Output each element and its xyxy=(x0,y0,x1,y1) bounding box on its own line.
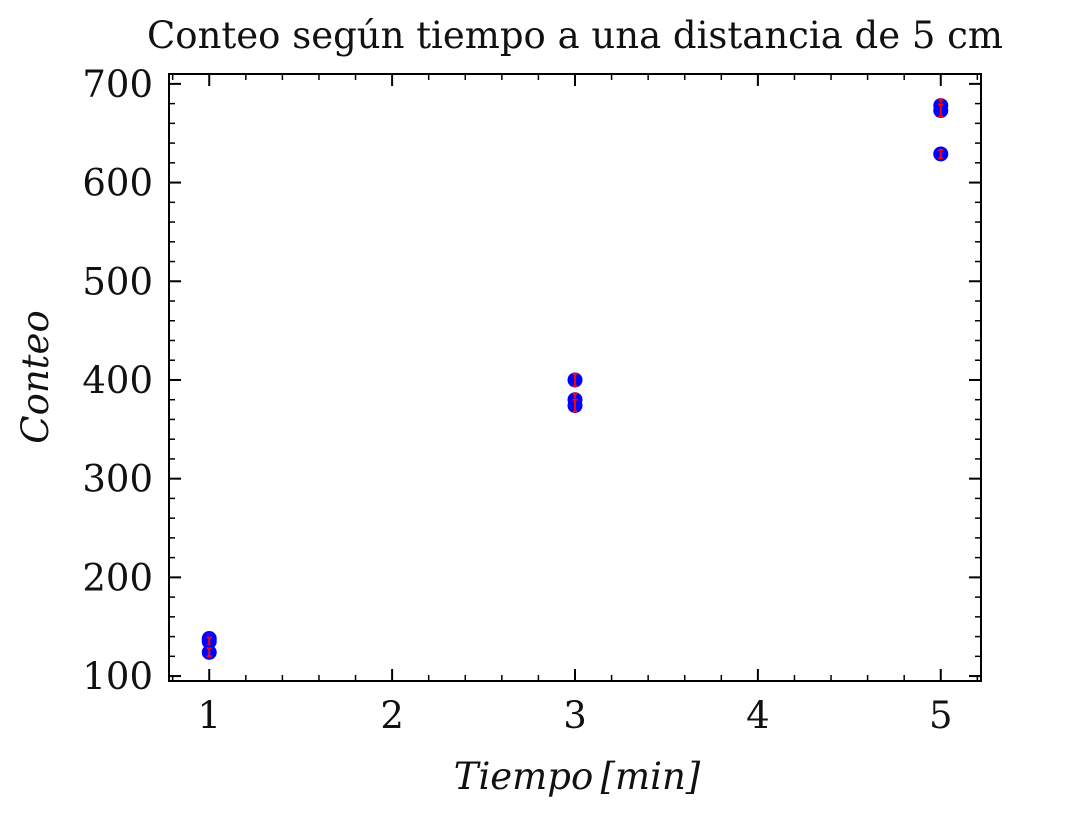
y-tick-label: 600 xyxy=(82,162,153,205)
chart-title: Conteo según tiempo a una distancia de 5… xyxy=(147,14,1003,57)
y-tick-label: 300 xyxy=(82,458,153,501)
data-point xyxy=(567,372,583,388)
data-point xyxy=(567,398,583,414)
data-point xyxy=(201,644,217,660)
y-tick-labels: 100 200 300 400 500 600 700 xyxy=(82,63,153,698)
y-tick-label: 400 xyxy=(82,359,153,402)
y-axis-label: Conteo xyxy=(14,310,57,443)
y-tick-label: 100 xyxy=(82,655,153,698)
x-tick-label: 2 xyxy=(380,694,404,737)
x-axis-label: Tiempo [min] xyxy=(454,755,701,798)
minor-ticks xyxy=(169,74,981,681)
data-point xyxy=(933,146,949,162)
x-tick-label: 4 xyxy=(746,694,770,737)
y-tick-label: 700 xyxy=(82,63,153,106)
y-tick-label: 200 xyxy=(82,556,153,599)
x-tick-label: 5 xyxy=(929,694,953,737)
y-tick-label: 500 xyxy=(82,260,153,303)
x-tick-label: 3 xyxy=(563,694,587,737)
data-points xyxy=(201,98,949,660)
x-tick-labels: 1 2 3 4 5 xyxy=(197,694,952,737)
data-point xyxy=(933,103,949,119)
major-ticks xyxy=(169,74,981,681)
x-tick-label: 1 xyxy=(197,694,221,737)
